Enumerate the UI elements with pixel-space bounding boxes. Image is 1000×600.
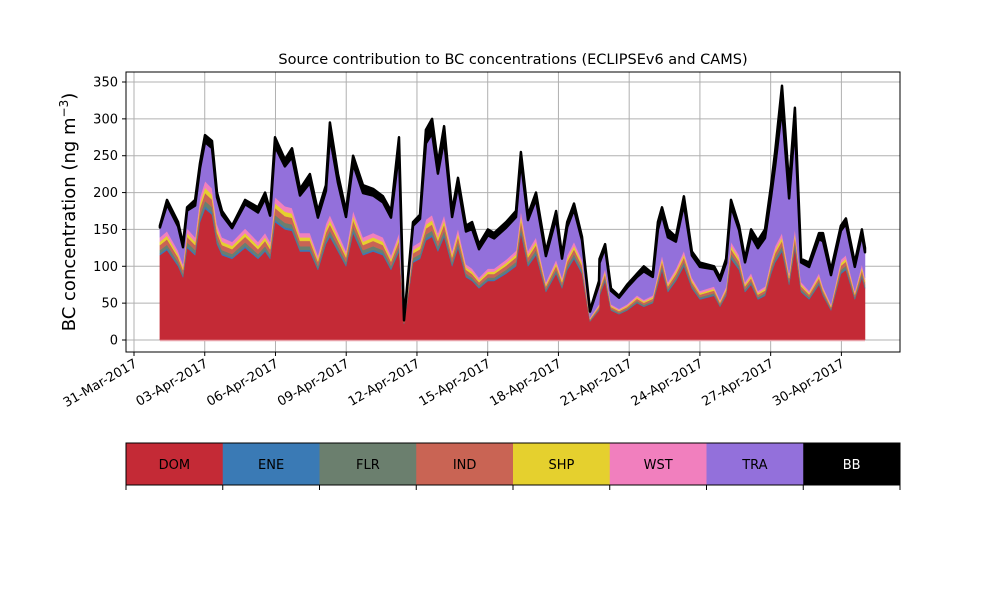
x-tick-label: 12-Apr-2017 bbox=[346, 356, 423, 409]
x-tick-label: 24-Apr-2017 bbox=[629, 356, 706, 409]
colorbar-label-ene: ENE bbox=[258, 458, 284, 473]
x-tick-label: 27-Apr-2017 bbox=[700, 356, 777, 409]
y-tick-label: 350 bbox=[93, 76, 118, 91]
colorbar-swatch-tra bbox=[706, 443, 804, 485]
x-tick-label: 03-Apr-2017 bbox=[134, 356, 211, 409]
colorbar-label-flr: FLR bbox=[356, 458, 380, 473]
colorbar-swatch-ene bbox=[222, 443, 320, 485]
colorbar-label-tra: TRA bbox=[741, 458, 767, 473]
x-tick-label: 21-Apr-2017 bbox=[558, 356, 635, 409]
colorbar-swatch-dom bbox=[126, 443, 224, 485]
x-tick-label: 18-Apr-2017 bbox=[487, 356, 564, 409]
colorbar-label-bb: BB bbox=[843, 458, 861, 473]
colorbar-label-dom: DOM bbox=[159, 458, 190, 473]
x-tick-label: 31-Mar-2017 bbox=[61, 356, 140, 410]
x-tick-label: 30-Apr-2017 bbox=[770, 356, 847, 409]
x-tick-label: 09-Apr-2017 bbox=[275, 356, 352, 409]
area-bb bbox=[158, 84, 867, 322]
y-tick-label: 50 bbox=[101, 297, 118, 312]
y-tick-label: 300 bbox=[93, 112, 118, 127]
colorbar-swatch-ind bbox=[416, 443, 514, 485]
colorbar-label-shp: SHP bbox=[548, 458, 574, 473]
x-tick-label: 06-Apr-2017 bbox=[204, 356, 281, 409]
y-tick-label: 150 bbox=[93, 223, 118, 238]
y-tick-label: 250 bbox=[93, 149, 118, 164]
y-tick-label: 0 bbox=[110, 334, 118, 349]
colorbar-legend: DOM ENE FLR IND SHP WST TRA BB bbox=[125, 442, 901, 490]
colorbar-swatch-shp bbox=[513, 443, 611, 485]
y-axis-label-superscript: −3 bbox=[57, 100, 71, 118]
colorbar-swatch-wst bbox=[609, 443, 707, 485]
plot-frame bbox=[125, 71, 901, 353]
y-tick-label: 200 bbox=[93, 186, 118, 201]
colorbar-swatch-flr bbox=[319, 443, 417, 485]
x-tick-label: 15-Apr-2017 bbox=[417, 356, 494, 409]
colorbar-label-ind: IND bbox=[453, 458, 477, 473]
axes bbox=[125, 71, 901, 353]
y-axis-ticks: 0 50 100 150 200 250 300 350 bbox=[93, 76, 126, 349]
colorbar-swatch-bb bbox=[803, 443, 901, 485]
chart-title: Source contribution to BC concentrations… bbox=[278, 52, 747, 68]
colorbar-label-wst: WST bbox=[644, 458, 673, 473]
area-layers bbox=[158, 84, 867, 342]
x-axis-ticks: 31-Mar-201703-Apr-201706-Apr-201709-Apr-… bbox=[61, 352, 847, 411]
y-tick-label: 100 bbox=[93, 260, 118, 275]
y-axis-label: BC concentration (ng m−3) bbox=[57, 93, 80, 332]
